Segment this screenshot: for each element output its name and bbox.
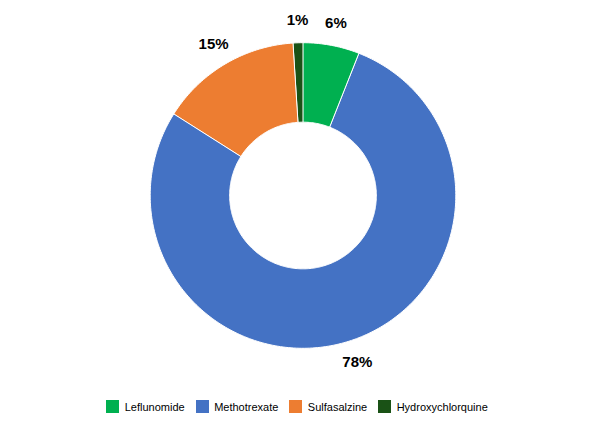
svg-text:78%: 78% [342, 353, 372, 370]
html-text:Hydroxychlorquine: Hydroxychlorquine [396, 400, 488, 413]
svg-text:15%: 15% [199, 35, 229, 52]
html-text:Methotrexate: Methotrexate [214, 400, 279, 413]
svg-text:1%: 1% [287, 11, 309, 28]
html-text:Leflunomide: Leflunomide [124, 400, 185, 413]
html-text:Sulfasalzine: Sulfasalzine [307, 400, 368, 413]
svg-text:6%: 6% [325, 14, 347, 31]
